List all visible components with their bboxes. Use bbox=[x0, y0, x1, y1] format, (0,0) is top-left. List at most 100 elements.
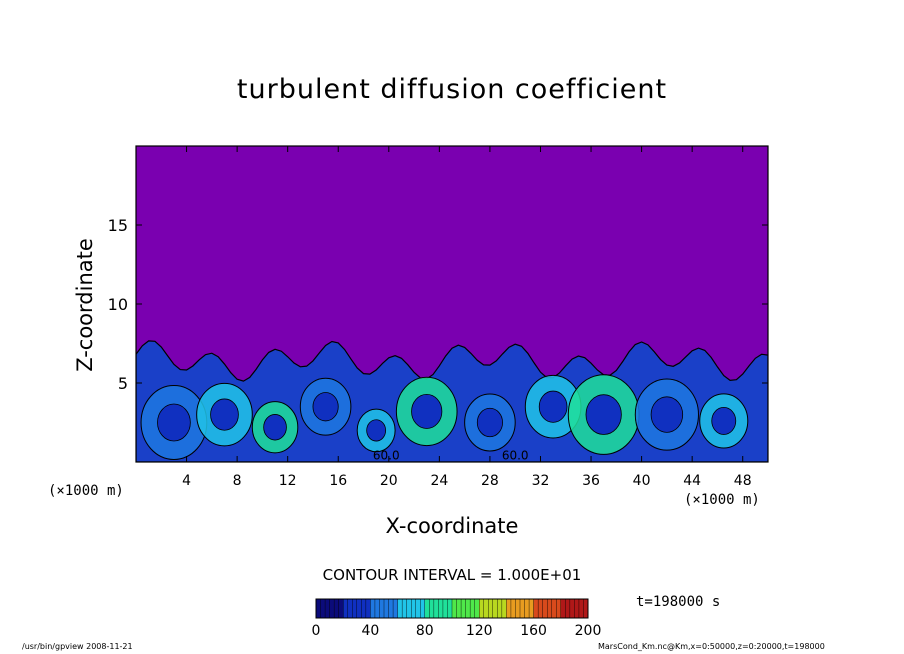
colorbar-cell bbox=[370, 598, 376, 619]
eddy-core bbox=[263, 414, 287, 441]
x-axis-label: X-coordinate bbox=[385, 514, 519, 538]
colorbar-tick-label: 200 bbox=[575, 623, 602, 639]
x-tick-label: 12 bbox=[279, 473, 297, 489]
colorbar-tick-label: 120 bbox=[466, 623, 493, 639]
colorbar-cell bbox=[361, 598, 367, 619]
colorbar-cell bbox=[406, 598, 412, 619]
colorbar-cell bbox=[415, 598, 421, 619]
colorbar-cell bbox=[383, 598, 390, 619]
contour-label: 60.0 bbox=[373, 448, 400, 462]
x-tick-label: 40 bbox=[633, 473, 651, 489]
colorbar-cell bbox=[338, 598, 344, 619]
chart-title: turbulent diffusion coefficient bbox=[236, 74, 668, 105]
colorbar-frame bbox=[315, 598, 589, 619]
colorbar-cell bbox=[528, 598, 535, 619]
footer-right: MarsCond_Km.nc@Km,x=0:50000,z=0:20000,t=… bbox=[598, 642, 825, 651]
colorbar-tick-label: 80 bbox=[416, 623, 434, 639]
colorbar-cell bbox=[474, 598, 480, 619]
colorbar-cell bbox=[429, 598, 435, 619]
eddy-core bbox=[210, 398, 239, 431]
colorbar-cell bbox=[447, 598, 453, 619]
x-tick-label: 48 bbox=[734, 473, 752, 489]
colorbar-cell bbox=[420, 598, 426, 619]
eddy-core bbox=[585, 394, 622, 435]
colorbar-cell bbox=[569, 598, 575, 619]
colorbar-cell bbox=[424, 598, 430, 619]
x-tick-label: 4 bbox=[182, 473, 191, 489]
colorbar-cell bbox=[329, 598, 335, 619]
colorbar-cell bbox=[465, 598, 471, 619]
colorbar-tick-label: 0 bbox=[312, 623, 321, 639]
colorbar-cell bbox=[451, 598, 458, 619]
eddy-core bbox=[650, 396, 684, 433]
time-label: t=198000 s bbox=[636, 594, 721, 610]
colorbar-cell bbox=[492, 598, 498, 619]
x-unit-right: (×1000 m) bbox=[684, 492, 760, 508]
x-tick-label: 16 bbox=[329, 473, 347, 489]
colorbar-cell bbox=[574, 598, 580, 619]
colorbar-cell bbox=[401, 598, 408, 619]
colorbar-cell bbox=[352, 598, 358, 619]
colorbar-cell bbox=[488, 598, 494, 619]
colorbar-cell bbox=[374, 598, 380, 619]
colorbar-cell bbox=[356, 598, 362, 619]
colorbar-cell bbox=[501, 598, 507, 619]
y-tick-label: 15 bbox=[108, 216, 128, 235]
contour-label: 60.0 bbox=[502, 448, 529, 462]
x-tick-label: 36 bbox=[582, 473, 600, 489]
colorbar-cell bbox=[411, 598, 417, 619]
colorbar-cell bbox=[547, 598, 553, 619]
colorbar-tick-label: 160 bbox=[520, 623, 547, 639]
contour-interval: CONTOUR INTERVAL = 1.000E+01 bbox=[322, 566, 582, 584]
colorbar-cell bbox=[524, 598, 530, 619]
eddy-core bbox=[411, 393, 443, 429]
colorbar-cell bbox=[560, 598, 566, 619]
y-tick-label: 5 bbox=[118, 374, 128, 393]
colorbar-cell bbox=[506, 598, 512, 619]
colorbar-cell bbox=[388, 598, 394, 619]
x-tick-label: 24 bbox=[430, 473, 448, 489]
colorbar-cell bbox=[497, 598, 503, 619]
colorbar-cell bbox=[469, 598, 476, 619]
colorbar-cell bbox=[379, 598, 385, 619]
x-tick-label: 8 bbox=[233, 473, 242, 489]
colorbar-cell bbox=[565, 598, 571, 619]
colorbar-cell bbox=[397, 598, 403, 619]
colorbar-cell bbox=[347, 598, 353, 619]
x-tick-label: 32 bbox=[532, 473, 550, 489]
eddy-core bbox=[366, 419, 387, 442]
colorbar-cell bbox=[510, 598, 516, 619]
colorbar-cell bbox=[533, 598, 539, 619]
colorbar-cell bbox=[365, 598, 371, 619]
colorbar-cell bbox=[320, 598, 326, 619]
colorbar-cell bbox=[324, 598, 331, 619]
colorbar-cell bbox=[343, 598, 349, 619]
colorbar-cell bbox=[537, 598, 544, 619]
eddy-core bbox=[476, 407, 503, 438]
colorbar-cell bbox=[456, 598, 462, 619]
colorbar-cell bbox=[315, 598, 322, 619]
colorbar-cell bbox=[333, 598, 340, 619]
colorbar-cell bbox=[438, 598, 444, 619]
colorbar-cell bbox=[519, 598, 526, 619]
colorbar-cell bbox=[392, 598, 399, 619]
colorbar-cell bbox=[551, 598, 557, 619]
colorbar-cell bbox=[542, 598, 548, 619]
x-tick-label: 44 bbox=[683, 473, 701, 489]
x-unit-left: (×1000 m) bbox=[48, 483, 124, 499]
colorbar-cell bbox=[433, 598, 439, 619]
colorbar-tick-label: 40 bbox=[361, 623, 379, 639]
colorbar-cell bbox=[483, 598, 489, 619]
footer-left: /usr/bin/gpview 2008-11-21 bbox=[22, 642, 133, 651]
y-tick-label: 10 bbox=[108, 295, 128, 314]
colorbar-cell bbox=[515, 598, 521, 619]
colorbar-cell bbox=[442, 598, 448, 619]
turbulent-field: 60.0 60.0 bbox=[136, 340, 768, 462]
eddy-core bbox=[538, 390, 568, 423]
eddy-core bbox=[312, 392, 339, 422]
colorbar-cell bbox=[556, 598, 562, 619]
plot-frame bbox=[135, 145, 769, 463]
x-tick-label: 28 bbox=[481, 473, 499, 489]
